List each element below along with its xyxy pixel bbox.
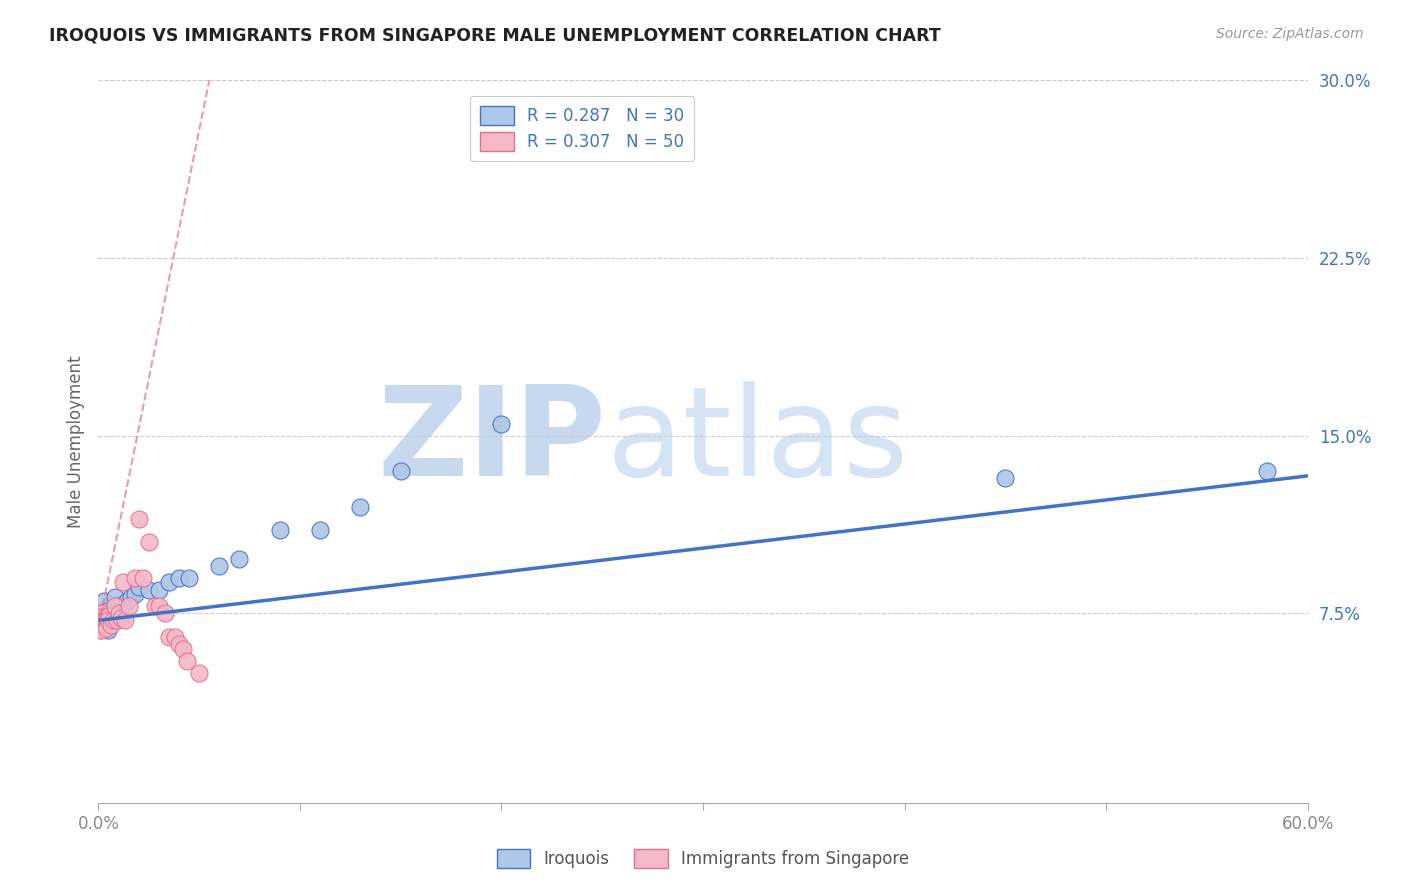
Point [148,599,170,614]
Point [93,594,115,608]
Point [89,614,111,628]
Point [110,611,132,625]
Point [91,614,114,628]
Point [97,623,120,637]
Point [107,599,129,614]
Point [179,571,201,585]
Point [143,599,166,614]
Point [89,615,111,630]
Point [89,614,111,628]
Point [97,608,120,623]
Point [107,607,129,621]
Point [120,590,142,604]
Text: IROQUOIS VS IMMIGRANTS FROM SINGAPORE MALE UNEMPLOYMENT CORRELATION CHART: IROQUOIS VS IMMIGRANTS FROM SINGAPORE MA… [49,27,941,45]
Point [167,571,190,585]
Text: atlas: atlas [606,381,908,502]
Point [172,641,194,656]
Point [96,620,118,634]
Point [100,614,122,628]
Point [89,618,111,632]
Point [103,590,125,604]
Point [105,614,128,628]
Legend: R = 0.287   N = 30, R = 0.307   N = 50: R = 0.287 N = 30, R = 0.307 N = 50 [470,95,695,161]
Point [269,524,291,538]
Point [91,623,114,637]
Point [111,575,134,590]
Point [93,618,115,632]
Point [208,558,231,573]
Point [103,599,125,614]
Point [91,611,114,625]
Point [97,614,120,628]
Point [309,524,332,538]
Point [89,614,111,628]
Point [89,614,111,628]
Point [228,551,250,566]
Point [89,611,111,625]
Point [89,623,111,637]
Point [167,637,190,651]
Point [148,582,170,597]
Point [128,580,150,594]
Point [100,618,122,632]
Point [93,614,115,628]
Point [153,607,176,621]
Point [89,608,111,623]
Point [132,571,155,585]
Point [157,630,180,644]
Point [188,665,211,680]
Point [163,630,186,644]
Y-axis label: Male Unemployment: Male Unemployment [66,355,84,528]
Point [89,620,111,634]
Point [93,615,115,630]
Point [138,582,160,597]
Point [96,604,118,618]
Point [93,608,115,623]
Point [87,614,110,628]
Point [124,587,146,601]
Text: Source: ZipAtlas.com: Source: ZipAtlas.com [1216,27,1364,41]
Point [491,417,513,431]
Point [389,464,412,478]
Point [111,604,134,618]
Point [96,611,118,625]
Point [349,500,371,514]
Point [91,618,114,632]
Point [1256,464,1278,478]
Point [157,575,180,590]
Point [91,620,114,634]
Point [994,471,1017,485]
Point [176,654,198,668]
Point [101,607,124,621]
Point [115,594,138,608]
Point [93,611,115,625]
Point [89,607,111,621]
Point [101,614,124,628]
Point [91,620,114,634]
Point [128,511,150,525]
Point [91,615,114,630]
Point [89,614,111,628]
Point [114,614,136,628]
Point [89,614,111,628]
Point [91,607,114,621]
Point [118,599,141,614]
Point [89,615,111,630]
Point [124,571,146,585]
Text: ZIP: ZIP [378,381,606,502]
Point [138,535,160,549]
Legend: Iroquois, Immigrants from Singapore: Iroquois, Immigrants from Singapore [491,842,915,875]
